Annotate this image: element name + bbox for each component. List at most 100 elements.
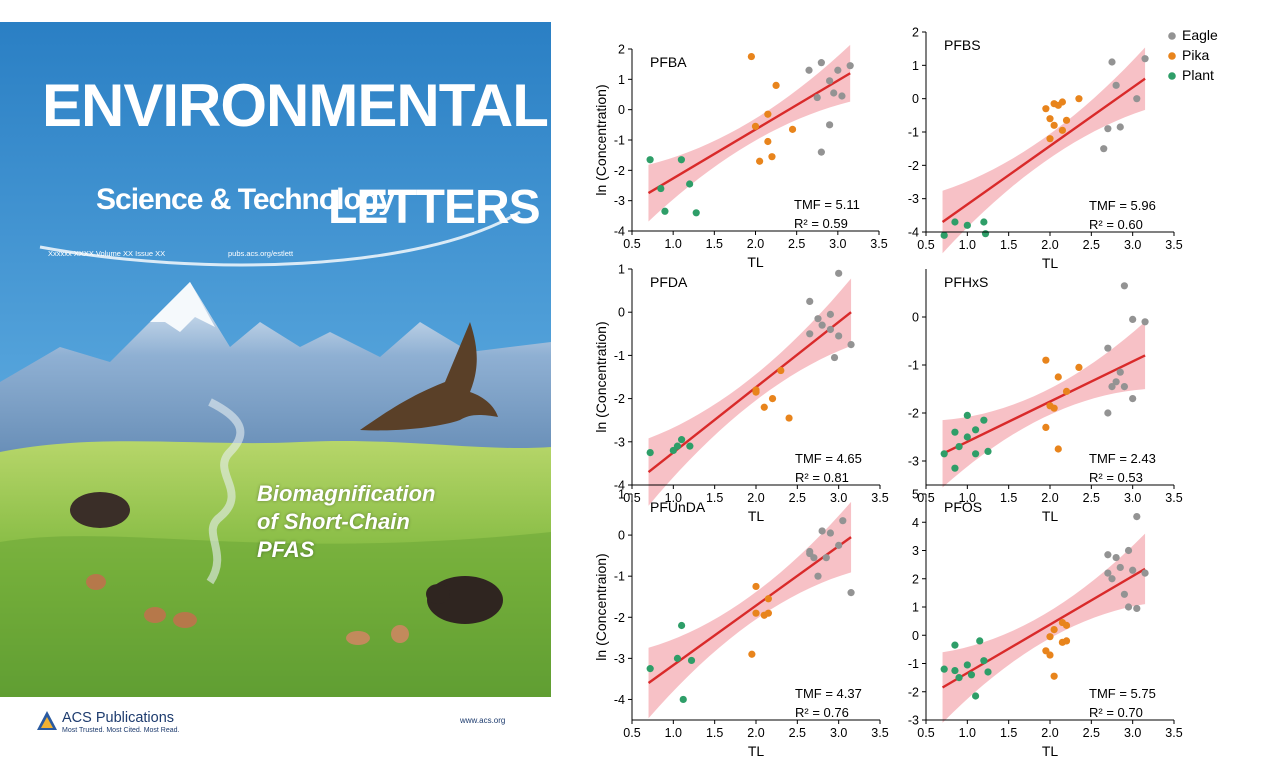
data-point-pika — [1055, 373, 1062, 380]
cover-journal-letters: LETTERS — [328, 180, 540, 235]
data-point-plant — [661, 208, 668, 215]
regression-line — [943, 569, 1146, 688]
data-point-pika — [1042, 424, 1049, 431]
data-point-pika — [777, 367, 784, 374]
cover-journal-title: ENVIRONMENTAL — [42, 76, 548, 136]
y-tick-label: 0 — [912, 311, 919, 325]
x-tick-label: 3.5 — [870, 237, 887, 251]
x-tick-label: 3.5 — [1165, 238, 1182, 252]
data-point-pika — [1042, 357, 1049, 364]
data-point-plant — [674, 655, 681, 662]
tmf-label: TMF = 5.75 — [1089, 686, 1156, 701]
data-point-eagle — [834, 67, 841, 74]
data-point-eagle — [1104, 345, 1111, 352]
data-point-plant — [941, 232, 948, 239]
y-tick-label: -1 — [614, 134, 625, 148]
data-point-eagle — [1129, 567, 1136, 574]
data-point-pika — [764, 138, 771, 145]
y-tick-label: 2 — [618, 43, 625, 57]
x-tick-label: 3.5 — [871, 491, 888, 505]
data-point-eagle — [826, 77, 833, 84]
data-point-eagle — [1117, 369, 1124, 376]
data-point-plant — [951, 218, 958, 225]
data-point-eagle — [1133, 513, 1140, 520]
y-tick-label: -4 — [908, 226, 919, 240]
panel-title: PFHxS — [944, 274, 988, 290]
tmf-label: TMF = 5.96 — [1089, 198, 1156, 213]
data-point-eagle — [814, 573, 821, 580]
r2-label: R² = 0.53 — [1089, 470, 1143, 485]
r2-label: R² = 0.60 — [1089, 217, 1143, 232]
regression-line — [648, 73, 850, 193]
data-point-pika — [1063, 388, 1070, 395]
cover-issue-line: Xxxxxx XXXX Volume XX Issue XX — [48, 249, 165, 258]
data-point-eagle — [835, 332, 842, 339]
x-tick-label: 1.5 — [706, 491, 723, 505]
y-tick-label: -2 — [908, 407, 919, 421]
tmf-label: TMF = 5.11 — [794, 197, 860, 212]
data-point-eagle — [1108, 58, 1115, 65]
x-tick-label: 3.0 — [830, 726, 847, 740]
cover-url: pubs.acs.org/estlett — [228, 249, 293, 258]
panel-title: PFBS — [944, 37, 981, 53]
data-point-pika — [1059, 98, 1066, 105]
data-point-eagle — [1117, 564, 1124, 571]
legend-label-plant: Plant — [1182, 67, 1214, 83]
data-point-pika — [1051, 626, 1058, 633]
x-tick-label: 2.5 — [1083, 491, 1100, 505]
data-point-pika — [768, 153, 775, 160]
x-tick-label: 2.5 — [789, 726, 806, 740]
y-axis-label: ln (Concentration) — [593, 321, 609, 432]
data-point-pika — [756, 158, 763, 165]
data-point-eagle — [1121, 383, 1128, 390]
data-point-plant — [647, 156, 654, 163]
data-point-plant — [964, 222, 971, 229]
data-point-plant — [680, 696, 687, 703]
x-tick-label: 0.5 — [623, 237, 640, 251]
data-point-eagle — [1117, 123, 1124, 130]
data-point-plant — [941, 450, 948, 457]
x-tick-label: 1.0 — [959, 238, 976, 252]
x-tick-label: 2.0 — [747, 237, 764, 251]
y-tick-label: -3 — [614, 435, 625, 449]
data-point-pika — [748, 53, 755, 60]
data-point-eagle — [830, 89, 837, 96]
data-point-plant — [693, 209, 700, 216]
x-tick-label: 2.5 — [789, 491, 806, 505]
x-tick-label: 2.0 — [1041, 238, 1058, 252]
data-point-plant — [686, 443, 693, 450]
data-point-eagle — [814, 315, 821, 322]
y-axis-label: ln (Concentration) — [593, 84, 609, 195]
data-point-eagle — [1133, 95, 1140, 102]
data-point-plant — [980, 657, 987, 664]
data-point-plant — [951, 465, 958, 472]
x-axis-label: TL — [747, 254, 764, 270]
x-tick-label: 1.5 — [706, 237, 723, 251]
data-point-eagle — [1141, 570, 1148, 577]
data-point-eagle — [847, 341, 854, 348]
data-point-pika — [1055, 445, 1062, 452]
y-tick-label: 0 — [912, 629, 919, 643]
r2-label: R² = 0.76 — [795, 705, 849, 720]
panel-title: PFBA — [650, 54, 687, 70]
data-point-eagle — [1113, 82, 1120, 89]
x-tick-label: 0.5 — [917, 726, 934, 740]
data-point-eagle — [1100, 145, 1107, 152]
y-tick-label: -4 — [614, 225, 625, 239]
x-tick-label: 1.0 — [664, 237, 681, 251]
data-point-eagle — [827, 311, 834, 318]
x-tick-label: 2.5 — [1083, 238, 1100, 252]
data-point-pika — [748, 651, 755, 658]
data-point-plant — [686, 180, 693, 187]
data-point-pika — [1059, 127, 1066, 134]
data-point-plant — [984, 668, 991, 675]
data-point-pika — [1051, 122, 1058, 129]
tmf-label: TMF = 4.37 — [795, 686, 862, 701]
legend-label-pika: Pika — [1182, 47, 1209, 63]
data-point-plant — [678, 156, 685, 163]
data-point-plant — [688, 657, 695, 664]
